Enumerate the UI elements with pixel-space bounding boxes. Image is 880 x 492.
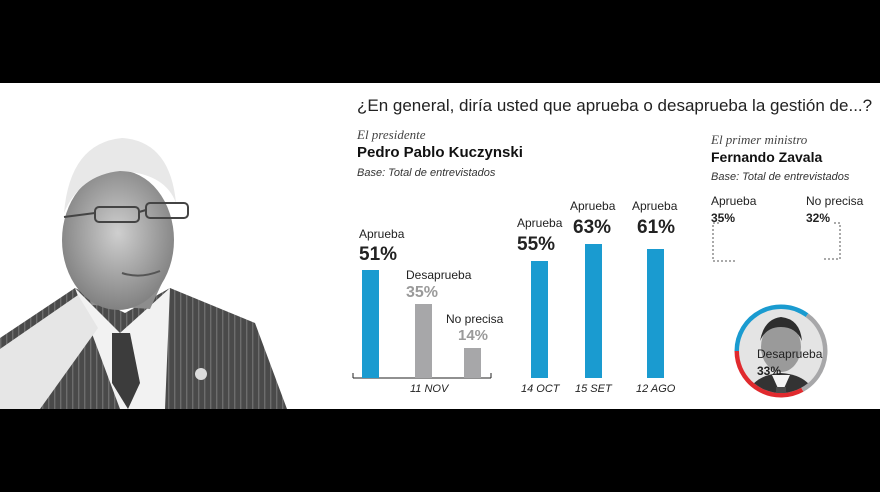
donut-label-aprueba: Aprueba [711,194,757,208]
bar-11nov-aprueba [362,270,379,378]
minister-base: Base: Total de entrevistados [711,171,850,183]
minister-name: Fernando Zavala [711,149,823,165]
connector-no-precisa [822,222,841,260]
label-14oct-aprueba: Aprueba [517,216,563,230]
survey-question: ¿En general, diría usted que aprueba o d… [357,96,873,115]
date-15set: 15 SET [575,383,612,395]
donut-label-no-precisa: No precisa [806,194,864,208]
president-base: Base: Total de entrevistados [357,167,496,179]
bar-11nov-desaprueba [415,304,432,378]
president-name: Pedro Pablo Kuczynski [357,144,523,161]
donut-value-no-precisa: 32% [806,211,831,225]
president-photo [0,138,287,409]
value-15set-aprueba: 63% [573,217,612,238]
label-11nov-aprueba: Aprueba [359,227,405,241]
date-11nov: 11 NOV [410,383,449,395]
value-12ago-aprueba: 61% [637,217,676,238]
date-12ago: 12 AGO [636,383,676,395]
bar-11nov-no-precisa [464,348,481,378]
value-14oct-aprueba: 55% [517,234,556,255]
date-14oct: 14 OCT [521,383,560,395]
label-11nov-desaprueba: Desaprueba [406,268,472,282]
donut-value-desaprueba: 33% [757,364,782,378]
infographic-panel: ¿En general, diría usted que aprueba o d… [0,83,880,409]
bar-14oct-aprueba [531,261,548,378]
value-11nov-aprueba: 51% [359,244,398,265]
bar-15set-aprueba [585,244,602,378]
bar-12ago-aprueba [647,249,664,378]
label-11nov-no-precisa: No precisa [446,312,504,326]
donut-label-desaprueba: Desaprueba [757,347,823,361]
value-11nov-no-precisa: 14% [458,327,489,344]
connector-aprueba [712,222,736,262]
president-kicker: El presidente [357,127,426,142]
graphics-layer [0,138,841,409]
zavala-photo [739,309,823,393]
label-12ago-aprueba: Aprueba [632,199,678,213]
minister-kicker: El primer ministro [711,132,808,147]
label-15set-aprueba: Aprueba [570,199,616,213]
value-11nov-desaprueba: 35% [406,284,439,301]
donut-value-aprueba: 35% [711,211,736,225]
